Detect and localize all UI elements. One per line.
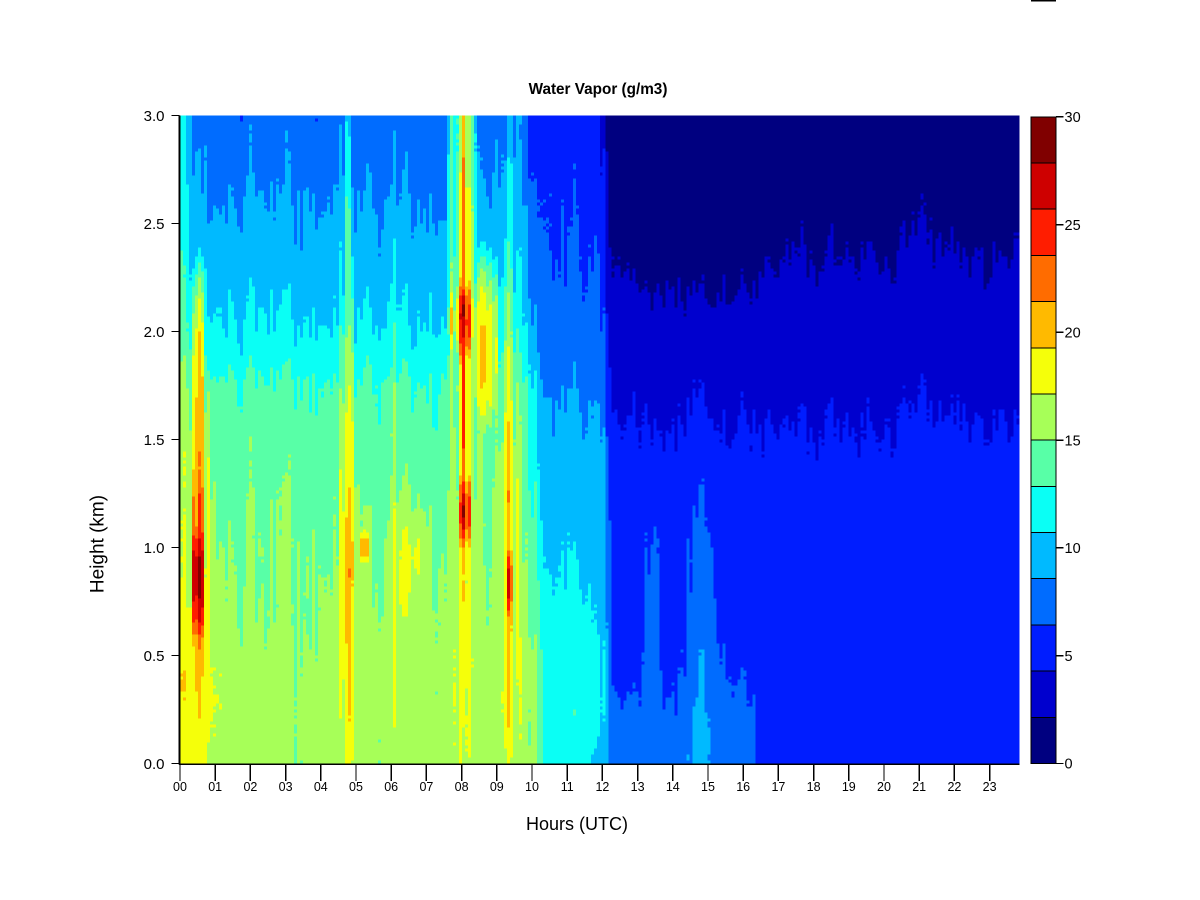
svg-text:23: 23 [983, 780, 997, 794]
svg-text:20: 20 [877, 780, 891, 794]
svg-text:0.0: 0.0 [144, 756, 165, 773]
svg-text:12: 12 [595, 780, 609, 794]
svg-text:19: 19 [842, 780, 856, 794]
svg-text:10: 10 [1065, 541, 1081, 557]
svg-text:10: 10 [525, 780, 539, 794]
svg-text:06: 06 [384, 780, 398, 794]
svg-text:30: 30 [1065, 110, 1081, 126]
svg-text:Water Vapor (g/m3): Water Vapor (g/m3) [529, 81, 668, 98]
svg-text:Hours (UTC): Hours (UTC) [526, 814, 628, 834]
svg-text:07: 07 [419, 780, 433, 794]
svg-text:16: 16 [736, 780, 750, 794]
svg-text:5: 5 [1065, 649, 1073, 665]
svg-text:00: 00 [173, 780, 187, 794]
svg-text:08: 08 [455, 780, 469, 794]
svg-text:15: 15 [1065, 433, 1081, 449]
svg-text:Height (km): Height (km) [88, 495, 109, 593]
svg-text:02: 02 [243, 780, 257, 794]
svg-text:04: 04 [314, 780, 328, 794]
svg-text:05: 05 [349, 780, 363, 794]
svg-text:14: 14 [666, 780, 680, 794]
svg-text:15: 15 [701, 780, 715, 794]
svg-text:20: 20 [1065, 326, 1081, 342]
svg-text:01: 01 [208, 780, 222, 794]
svg-text:3.0: 3.0 [144, 108, 165, 125]
svg-text:2.0: 2.0 [144, 324, 165, 341]
svg-text:18: 18 [807, 780, 821, 794]
svg-text:2.5: 2.5 [144, 216, 165, 233]
svg-text:0.5: 0.5 [144, 648, 165, 665]
svg-text:17: 17 [771, 780, 785, 794]
svg-text:1.0: 1.0 [144, 540, 165, 557]
svg-text:03: 03 [279, 780, 293, 794]
svg-text:25: 25 [1065, 218, 1081, 234]
svg-text:11: 11 [561, 780, 574, 794]
svg-text:09: 09 [490, 780, 504, 794]
svg-text:21: 21 [912, 780, 926, 794]
svg-text:0: 0 [1065, 757, 1073, 773]
svg-text:1.5: 1.5 [144, 432, 165, 449]
svg-text:13: 13 [631, 780, 645, 794]
svg-text:22: 22 [947, 780, 961, 794]
